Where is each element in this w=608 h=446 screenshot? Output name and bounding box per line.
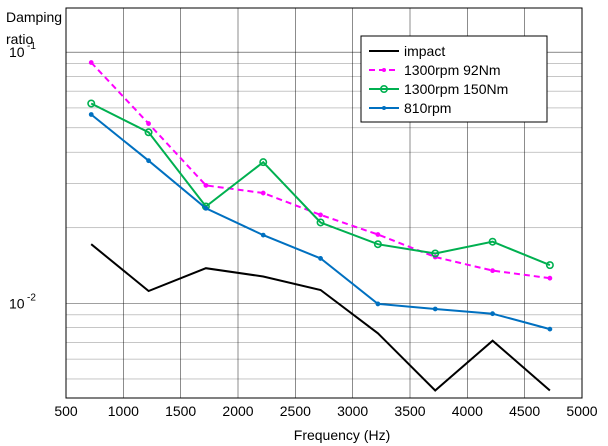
data-point: [203, 182, 209, 188]
data-point: [87, 99, 96, 108]
data-point: [547, 275, 553, 281]
data-point: [490, 268, 495, 274]
x-tick-label: 2000: [222, 403, 253, 419]
data-point: [432, 306, 438, 312]
series-line: [90, 243, 551, 392]
legend-label: 810rpm: [404, 100, 451, 116]
data-point: [545, 261, 554, 270]
y-tick-label: 10 -1: [9, 41, 36, 60]
data-point: [488, 237, 497, 246]
x-tick-label: 4500: [509, 403, 540, 419]
data-point: [203, 205, 209, 211]
x-tick-label: 4000: [452, 403, 483, 419]
legend-marker: [379, 85, 388, 94]
data-point: [144, 128, 153, 137]
series-0: [90, 243, 551, 392]
x-tick-label: 3500: [394, 403, 425, 419]
legend-label: 1300rpm 150Nm: [404, 81, 508, 97]
legend-item: 810rpm: [369, 100, 451, 116]
legend-item: 1300rpm 150Nm: [369, 81, 508, 97]
data-point: [146, 121, 151, 126]
y-axis-label-line-1: Damping: [6, 9, 62, 25]
data-point: [316, 218, 325, 227]
series-layer: [87, 60, 554, 392]
y-tick-label: 10 -2: [9, 292, 36, 311]
series-line: [90, 61, 551, 280]
legend-item: 1300rpm 92Nm: [369, 62, 501, 78]
data-point: [88, 112, 94, 117]
x-axis-label: Frequency (Hz): [294, 427, 390, 443]
data-point: [318, 212, 323, 218]
series-line: [90, 102, 551, 267]
data-point: [431, 249, 440, 258]
x-tick-label: 1000: [108, 403, 139, 419]
x-tick-labels: 500 1000 1500 2000 2500 3000 3500 4000 4500 5000: [54, 403, 597, 419]
data-point: [375, 232, 381, 237]
data-point: [318, 256, 323, 261]
legend-marker: [382, 68, 386, 72]
legend-label: 1300rpm 92Nm: [404, 62, 501, 78]
x-tick-label: 3000: [337, 403, 368, 419]
data-point: [146, 158, 151, 164]
data-point: [260, 190, 266, 196]
x-tick-label: 500: [54, 403, 78, 419]
y-tick-exponent: -1: [27, 41, 36, 52]
series-3: [88, 112, 553, 332]
y-tick-base: 10: [9, 44, 25, 60]
data-point: [88, 60, 94, 65]
data-point: [259, 158, 268, 167]
legend-box: [360, 35, 548, 123]
legend-label: impact: [404, 43, 445, 59]
legend-item: impact: [369, 43, 445, 59]
data-point: [373, 240, 382, 249]
data-point: [547, 326, 553, 332]
plot-frame: [65, 7, 583, 399]
legend: impact 1300rpm 92Nm 1300rpm 150Nm 810rpm: [360, 35, 548, 123]
y-tick-base: 10: [9, 295, 25, 311]
data-point: [260, 232, 266, 238]
data-point: [375, 301, 381, 307]
x-tick-label: 5000: [566, 403, 597, 419]
data-point: [490, 311, 495, 317]
series-2: [87, 99, 554, 270]
y-tick-exponent: -2: [27, 292, 36, 303]
y-axis-label-line-2: ratio: [6, 31, 33, 47]
x-tick-label: 2500: [280, 403, 311, 419]
y-tick-labels: 10-110-2: [9, 41, 36, 311]
x-tick-label: 1500: [165, 403, 196, 419]
legend-marker: [382, 106, 386, 110]
